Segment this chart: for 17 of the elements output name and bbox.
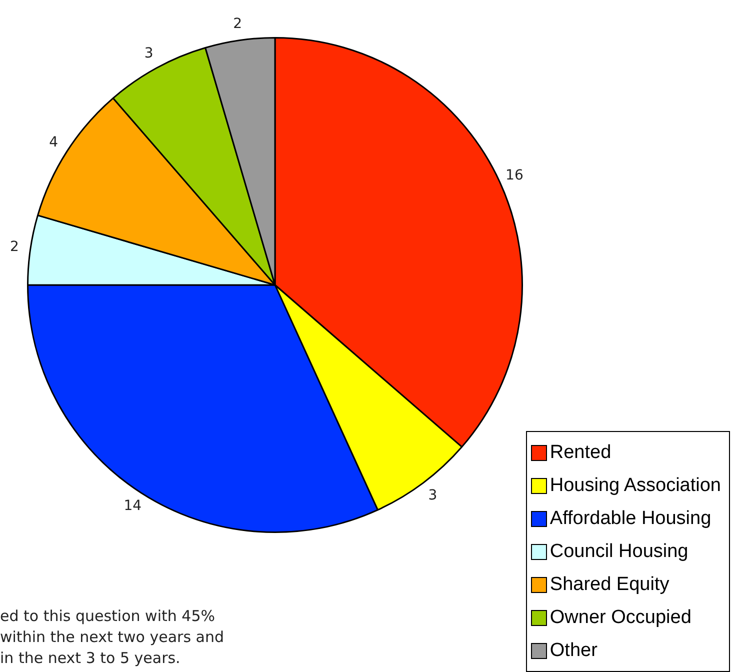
legend-label: Housing Association bbox=[550, 474, 721, 496]
legend-label: Council Housing bbox=[550, 540, 688, 562]
data-label: 14 bbox=[124, 498, 142, 514]
data-label: 3 bbox=[428, 487, 438, 504]
text: within the next two years and bbox=[0, 627, 224, 648]
legend-label: Owner Occupied bbox=[550, 606, 692, 628]
legend-label: Other bbox=[550, 640, 598, 662]
data-label: 3 bbox=[144, 46, 154, 62]
data-label: 16 bbox=[506, 167, 524, 184]
legend-label: Rented bbox=[550, 442, 612, 464]
text: in the next 3 to 5 years. bbox=[0, 648, 182, 669]
data-label: 4 bbox=[49, 134, 58, 150]
legend-label: Shared Equity bbox=[550, 574, 670, 596]
data-label: 2 bbox=[10, 239, 19, 256]
data-label: 2 bbox=[233, 16, 242, 32]
text: ed to this question with 45% bbox=[0, 606, 216, 627]
legend-label: Affordable Housing bbox=[550, 508, 712, 530]
